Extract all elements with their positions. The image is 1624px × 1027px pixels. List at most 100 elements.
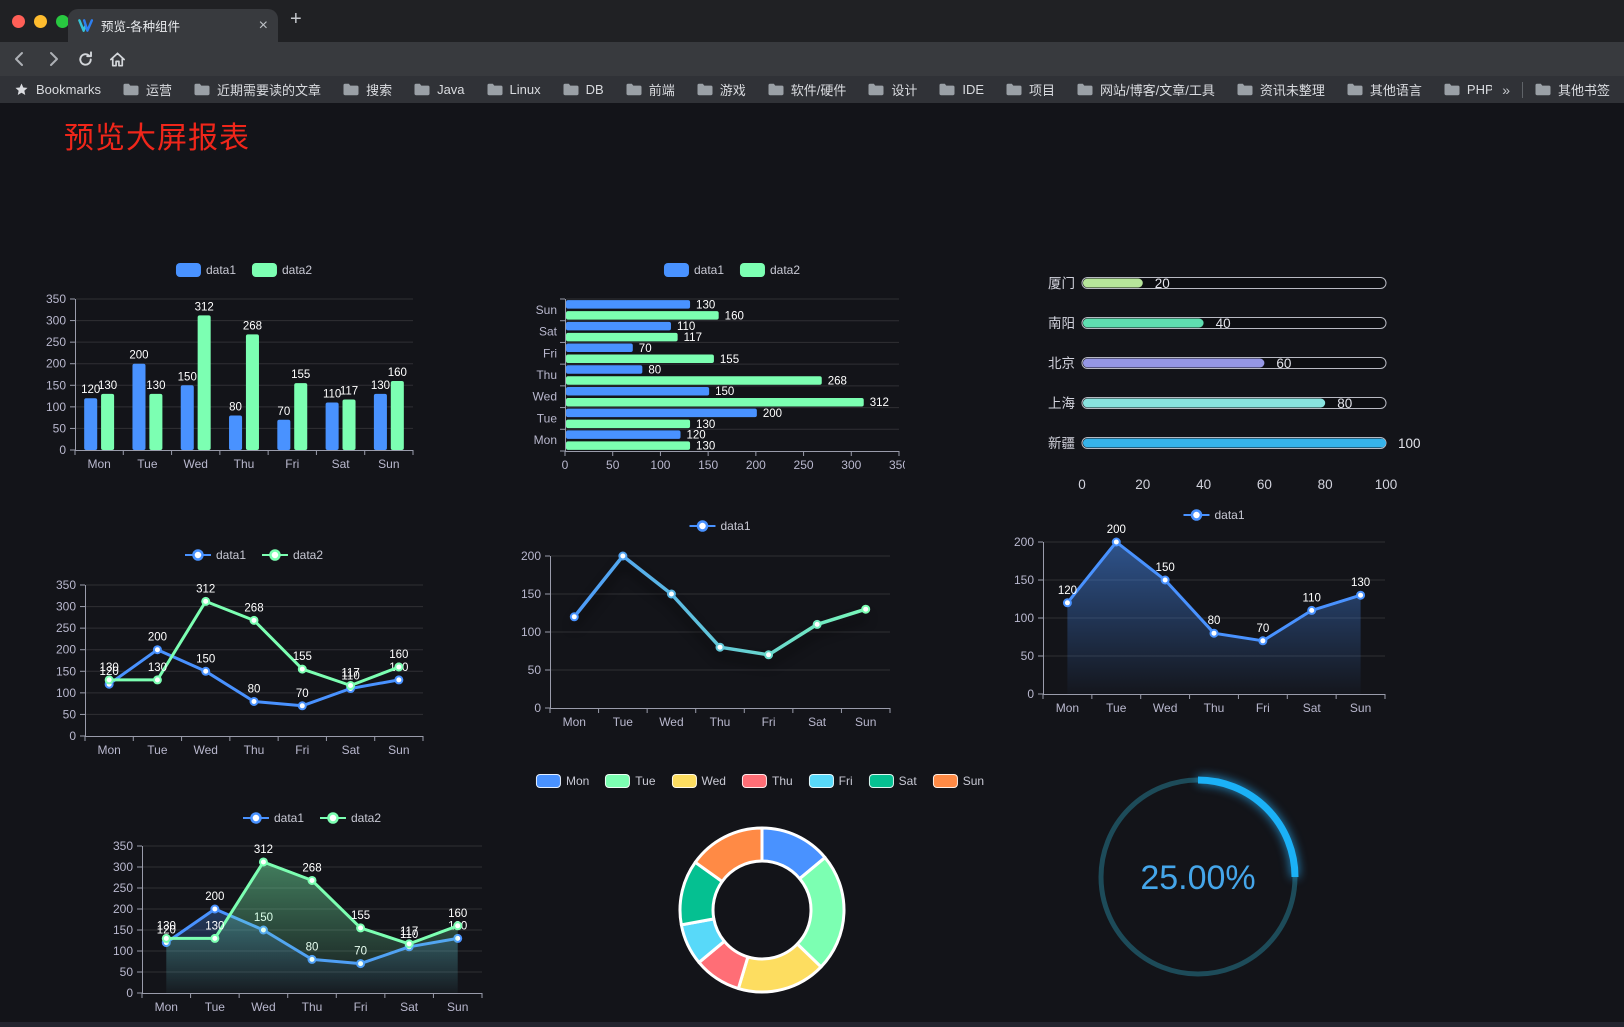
legend-item-data1[interactable]: data1: [175, 263, 236, 277]
bookmark-folder-label: 项目: [1029, 83, 1056, 98]
legend-item-label: Mon: [565, 774, 590, 788]
bookmark-folder-item[interactable]: 其他语言: [1347, 80, 1422, 99]
bookmarks-manager-item[interactable]: Bookmarks: [14, 82, 101, 97]
svg-text:312: 312: [195, 301, 214, 313]
legend-swatch-icon: [663, 263, 689, 277]
svg-text:120: 120: [100, 666, 119, 678]
chart-line-gradient[interactable]: 0 50 100 150 200 Mon Tue Wed Thu Fri Sat Sun data1: [505, 491, 905, 736]
bookmark-folder-item[interactable]: 前端: [626, 80, 675, 99]
legend-item-data2[interactable]: data2: [740, 263, 800, 277]
folder-icon: [563, 83, 579, 96]
bookmark-folder-item[interactable]: 项目: [1006, 80, 1055, 99]
bookmark-folder-item[interactable]: 运营: [123, 80, 172, 99]
legend-item-Thu[interactable]: Thu: [741, 774, 793, 788]
legend-marker-icon: [184, 549, 211, 561]
bookmark-folder-item[interactable]: IDE: [939, 82, 984, 97]
bookmark-folder-item[interactable]: 软件/硬件: [768, 80, 846, 99]
page-title: 预览大屏报表: [64, 122, 250, 155]
forward-button[interactable]: [43, 49, 63, 69]
folder-icon: [768, 83, 784, 96]
svg-text:350: 350: [889, 458, 905, 472]
legend-item-label: data2: [282, 263, 313, 277]
legend-item-data2[interactable]: data2: [320, 811, 381, 825]
chart-canvas-line-area-double: 0 50 100 150 200 250 300 350 Mon Tue Wed Thu Fri Sat S…: [113, 839, 483, 1014]
svg-text:80: 80: [1208, 615, 1221, 627]
svg-text:268: 268: [244, 602, 263, 614]
legend-item-data1[interactable]: data1: [689, 519, 751, 533]
svg-text:0: 0: [562, 458, 569, 472]
donut-segment-Sun[interactable]: [693, 826, 764, 883]
chart-area-two-series[interactable]: 0 50 100 150 200 250 300 350 Mon Tue Wed Thu Fri Sat S…: [100, 771, 495, 1021]
home-button[interactable]: [108, 50, 127, 69]
folder-icon: [1006, 83, 1022, 96]
legend-item-data1[interactable]: data1: [242, 811, 304, 825]
bookmark-folder-label: IDE: [962, 82, 985, 97]
other-bookmarks-item[interactable]: 其他书签: [1535, 80, 1610, 99]
svg-text:110: 110: [400, 929, 418, 941]
browser-tab[interactable]: 预览-各种组件 ×: [68, 9, 278, 42]
browser-toolbar: 127.0.0.1:3000/#/chart/preview/9 9 ⌘: [0, 42, 1624, 114]
bookmark-folder-item[interactable]: 网站/博客/文章/工具: [1077, 80, 1215, 99]
tab-close-button[interactable]: ×: [258, 16, 268, 34]
svg-text:Tue: Tue: [1106, 701, 1127, 715]
bookmark-folder-item[interactable]: 游戏: [697, 80, 746, 99]
legend-item-Fri[interactable]: Fri: [808, 774, 853, 788]
bookmark-folder-label: 资讯未整理: [1259, 83, 1325, 98]
bookmark-folder-item[interactable]: 近期需要读的文章: [194, 80, 321, 99]
legend-swatch-icon: [868, 774, 894, 788]
maximize-window-button[interactable]: [56, 15, 69, 28]
legend-item-label: Tue: [635, 774, 656, 788]
bookmark-folder-item[interactable]: 设计: [868, 80, 917, 99]
bookmark-folder-item[interactable]: PHP: [1444, 82, 1492, 97]
back-button[interactable]: [10, 49, 30, 69]
chart-donut[interactable]: Mon Tue Wed Thu Fri Sat Sun: [535, 731, 984, 1001]
legend-marker-icon: [262, 549, 288, 561]
svg-text:Thu: Thu: [302, 1000, 323, 1014]
reload-button[interactable]: [76, 50, 95, 69]
svg-text:Mon: Mon: [1056, 701, 1079, 715]
bookmark-folder-item[interactable]: 资讯未整理: [1237, 80, 1325, 99]
bookmark-folder-item[interactable]: Java: [414, 82, 465, 97]
svg-text:200: 200: [56, 643, 76, 657]
legend-item-data1[interactable]: data1: [663, 263, 724, 277]
chart-horizontal-bar[interactable]: Sun Sat Fri Thu Wed Tue Mon 0 50 100 150 200 250 300 3…: [505, 251, 905, 473]
svg-text:Sun: Sun: [1350, 701, 1371, 715]
chart-progress-bars[interactable]: 厦门 20 南阳 40 北京 60 上海 80 新疆 100 0 20 40 60 80 100: [995, 253, 1435, 498]
minimize-window-button[interactable]: [34, 15, 47, 28]
chart-area-single[interactable]: 0 50 100 150 200 Mon Tue Wed Thu Fri Sat Sun 120 200 1…: [985, 486, 1395, 721]
legend-item-Tue[interactable]: Tue: [605, 774, 656, 788]
gauge-value-label: 25.00%: [1140, 859, 1255, 897]
legend-item-Mon[interactable]: Mon: [535, 774, 590, 788]
legend-item-data2[interactable]: data2: [262, 548, 323, 562]
bookmark-folder-item[interactable]: Linux: [487, 82, 541, 97]
legend-item-data1[interactable]: data1: [184, 548, 246, 562]
chart-line-two-series[interactable]: 0 50 100 150 200 250 300 350 Mon Tue Wed Thu Fri Sat S…: [45, 526, 440, 766]
new-tab-button[interactable]: +: [290, 8, 302, 30]
svg-text:150: 150: [715, 386, 734, 398]
close-window-button[interactable]: [12, 15, 25, 28]
legend-marker-icon: [1183, 509, 1210, 521]
legend-item-Wed[interactable]: Wed: [671, 774, 726, 788]
legend-item-data2[interactable]: data2: [252, 263, 312, 277]
svg-text:Fri: Fri: [1256, 701, 1270, 715]
legend-item-Sun[interactable]: Sun: [932, 774, 984, 788]
chart-grouped-bar[interactable]: 0 50 100 150 200 250 300 350 Mon Tue Wed Thu Fri Sat S…: [45, 251, 440, 473]
svg-text:50: 50: [1021, 649, 1035, 663]
svg-text:350: 350: [113, 839, 133, 853]
bookmarks-overflow-chevron[interactable]: »: [1502, 81, 1510, 98]
folder-icon: [1077, 83, 1093, 96]
svg-text:130: 130: [100, 662, 119, 674]
chart-gauge[interactable]: 25.00%: [1078, 757, 1318, 997]
svg-text:Sat: Sat: [332, 457, 351, 471]
legend-item-Sat[interactable]: Sat: [868, 774, 917, 788]
svg-text:155: 155: [291, 369, 310, 381]
svg-text:Wed: Wed: [183, 457, 207, 471]
chart-legend: data1: [1183, 508, 1245, 522]
legend-swatch-icon: [671, 774, 697, 788]
svg-text:200: 200: [1014, 535, 1034, 549]
bookmark-folder-item[interactable]: DB: [563, 82, 604, 97]
svg-text:100: 100: [521, 625, 541, 639]
legend-item-data1[interactable]: data1: [1183, 508, 1245, 522]
bookmark-folder-item[interactable]: 搜索: [343, 80, 392, 99]
svg-text:Wed: Wed: [659, 715, 683, 729]
